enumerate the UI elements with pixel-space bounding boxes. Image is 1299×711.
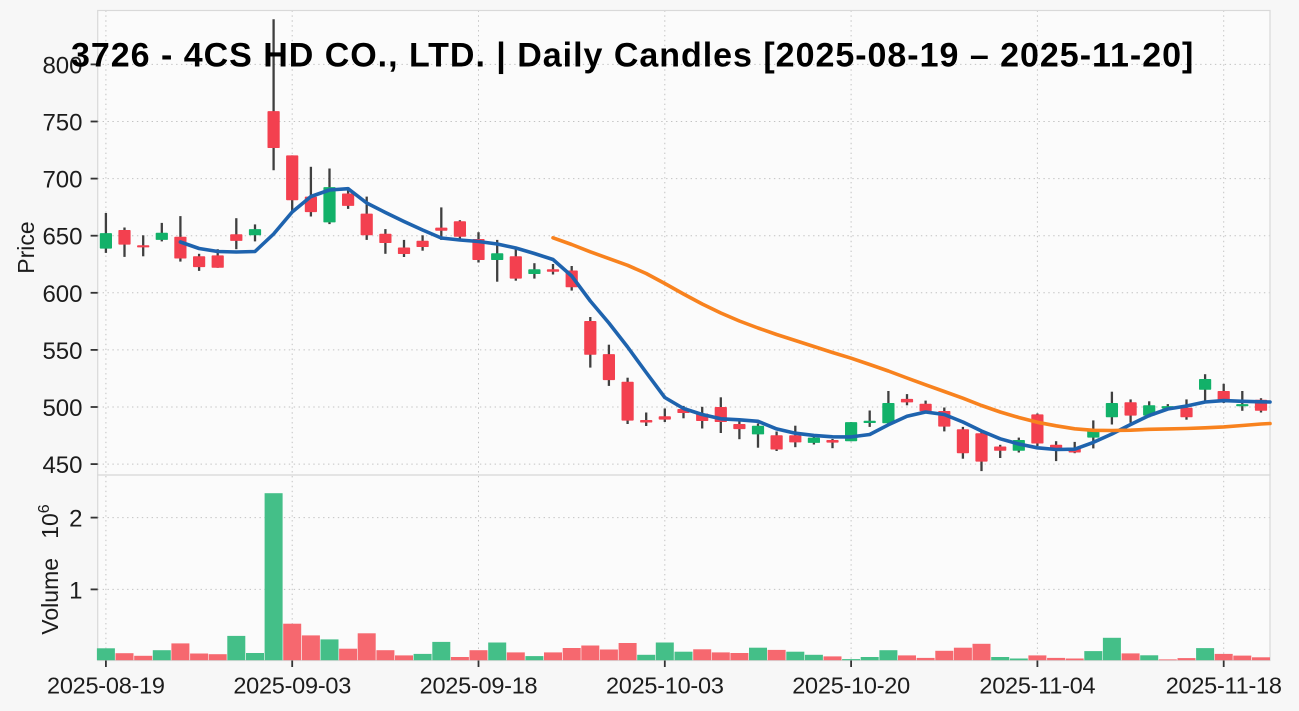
svg-text:Price: Price [13, 221, 39, 273]
svg-text:450: 450 [42, 452, 82, 479]
svg-text:2: 2 [69, 506, 82, 533]
svg-text:2025-09-18: 2025-09-18 [420, 673, 538, 699]
svg-text:Volume 106: Volume 106 [36, 504, 63, 634]
svg-text:650: 650 [42, 224, 82, 251]
svg-text:2025-11-18: 2025-11-18 [1166, 673, 1282, 699]
svg-text:600: 600 [42, 281, 82, 308]
svg-text:3726 - 4CS HD CO., LTD. | Dail: 3726 - 4CS HD CO., LTD. | Daily Candles … [71, 37, 1194, 75]
svg-text:750: 750 [42, 110, 82, 137]
svg-text:500: 500 [42, 395, 82, 422]
svg-text:700: 700 [42, 167, 82, 194]
svg-text:2025-11-04: 2025-11-04 [979, 673, 1095, 699]
svg-text:2025-08-19: 2025-08-19 [47, 673, 165, 699]
svg-text:2025-10-20: 2025-10-20 [792, 673, 910, 699]
svg-text:800: 800 [42, 52, 82, 79]
svg-text:550: 550 [42, 338, 82, 365]
svg-text:1: 1 [69, 577, 82, 604]
svg-text:2025-10-03: 2025-10-03 [606, 673, 724, 699]
svg-text:2025-09-03: 2025-09-03 [233, 673, 351, 699]
